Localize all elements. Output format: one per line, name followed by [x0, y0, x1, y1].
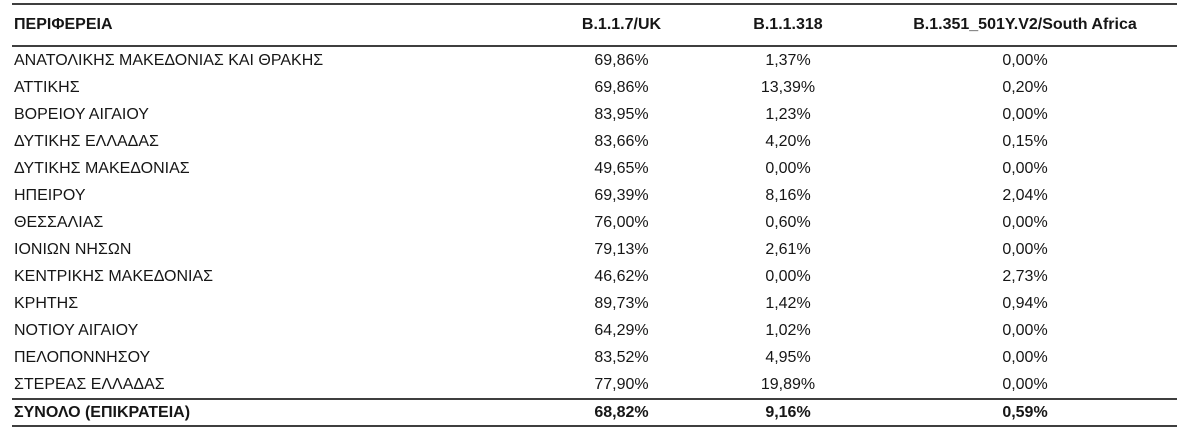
- value-cell: 46,62%: [594, 267, 649, 285]
- value-cell: 0,00%: [1002, 240, 1048, 258]
- value-cell: 77,90%: [594, 375, 649, 393]
- table-row: ΣΤΕΡΕΑΣ ΕΛΛΑΔΑΣ 77,90% 19,89% 0,00%: [12, 371, 1177, 399]
- region-cell: ΒΟΡΕΙΟΥ ΑΙΓΑΙΟΥ: [14, 105, 149, 123]
- table-row: ΠΕΛΟΠΟΝΝΗΣΟΥ 83,52% 4,95% 0,00%: [12, 344, 1177, 371]
- table-row: ΝΟΤΙΟΥ ΑΙΓΑΙΟΥ 64,29% 1,02% 0,00%: [12, 317, 1177, 344]
- table-row: ΙΟΝΙΩΝ ΝΗΣΩΝ 79,13% 2,61% 0,00%: [12, 236, 1177, 263]
- total-value-b1351-south-africa: 0,59%: [873, 398, 1177, 427]
- table-row: ΚΕΝΤΡΙΚΗΣ ΜΑΚΕΔΟΝΙΑΣ 46,62% 0,00% 2,73%: [12, 263, 1177, 290]
- value-cell: 0,00%: [1002, 321, 1048, 339]
- variants-by-region-table: ΠΕΡΙΦΕΡΕΙΑ B.1.1.7/UK B.1.1.318 B.1.351_…: [12, 3, 1177, 427]
- region-cell: ΚΡΗΤΗΣ: [14, 294, 79, 312]
- value-cell: 4,20%: [765, 132, 811, 150]
- value-cell: 19,89%: [760, 375, 816, 393]
- value-cell: 2,73%: [1002, 267, 1048, 285]
- region-cell: ΣΤΕΡΕΑΣ ΕΛΛΑΔΑΣ: [14, 375, 165, 393]
- header-region: ΠΕΡΙΦΕΡΕΙΑ: [12, 3, 540, 47]
- value-cell: 1,02%: [765, 321, 811, 339]
- region-cell: ΔΥΤΙΚΗΣ ΕΛΛΑΔΑΣ: [14, 132, 159, 150]
- table-row: ΘΕΣΣΑΛΙΑΣ 76,00% 0,60% 0,00%: [12, 209, 1177, 236]
- value-cell: 13,39%: [760, 78, 816, 96]
- variant-table-page: ΠΕΡΙΦΕΡΕΙΑ B.1.1.7/UK B.1.1.318 B.1.351_…: [0, 3, 1197, 445]
- region-cell: ΙΟΝΙΩΝ ΝΗΣΩΝ: [14, 240, 132, 258]
- value-cell: 79,13%: [594, 240, 649, 258]
- value-cell: 83,95%: [594, 105, 649, 123]
- value-cell: 69,86%: [594, 78, 649, 96]
- value-cell: 0,00%: [1002, 213, 1048, 231]
- value-cell: 2,04%: [1002, 186, 1048, 204]
- table-row: ΑΤΤΙΚΗΣ 69,86% 13,39% 0,20%: [12, 74, 1177, 101]
- value-cell: 0,60%: [765, 213, 811, 231]
- total-label: ΣΥΝΟΛΟ (ΕΠΙΚΡΑΤΕΙΑ): [12, 398, 540, 427]
- table-footer: ΣΥΝΟΛΟ (ΕΠΙΚΡΑΤΕΙΑ) 68,82% 9,16% 0,59%: [12, 398, 1177, 427]
- value-cell: 0,00%: [1002, 105, 1048, 123]
- total-value-b11318: 9,16%: [703, 398, 873, 427]
- region-cell: ΔΥΤΙΚΗΣ ΜΑΚΕΔΟΝΙΑΣ: [14, 159, 190, 177]
- table-row: ΒΟΡΕΙΟΥ ΑΙΓΑΙΟΥ 83,95% 1,23% 0,00%: [12, 101, 1177, 128]
- value-cell: 0,15%: [1002, 132, 1048, 150]
- table-row: ΚΡΗΤΗΣ 89,73% 1,42% 0,94%: [12, 290, 1177, 317]
- region-cell: ΝΟΤΙΟΥ ΑΙΓΑΙΟΥ: [14, 321, 139, 339]
- value-cell: 8,16%: [765, 186, 811, 204]
- region-cell: ΠΕΛΟΠΟΝΝΗΣΟΥ: [14, 348, 151, 366]
- value-cell: 0,00%: [765, 267, 811, 285]
- value-cell: 49,65%: [594, 159, 649, 177]
- value-cell: 83,52%: [594, 348, 649, 366]
- region-cell: ΑΤΤΙΚΗΣ: [14, 78, 80, 96]
- region-cell: ΗΠΕΙΡΟΥ: [14, 186, 86, 204]
- value-cell: 0,00%: [1002, 375, 1048, 393]
- header-variant-b11318: B.1.1.318: [703, 3, 873, 47]
- value-cell: 2,61%: [765, 240, 811, 258]
- value-cell: 69,39%: [594, 186, 649, 204]
- value-cell: 0,94%: [1002, 294, 1048, 312]
- region-cell: ΚΕΝΤΡΙΚΗΣ ΜΑΚΕΔΟΝΙΑΣ: [14, 267, 214, 285]
- value-cell: 0,00%: [765, 159, 811, 177]
- value-cell: 1,37%: [765, 51, 811, 69]
- header-row: ΠΕΡΙΦΕΡΕΙΑ B.1.1.7/UK B.1.1.318 B.1.351_…: [12, 3, 1177, 47]
- value-cell: 4,95%: [765, 348, 811, 366]
- table-row: ΑΝΑΤΟΛΙΚΗΣ ΜΑΚΕΔΟΝΙΑΣ ΚΑΙ ΘΡΑΚΗΣ 69,86% 1,…: [12, 46, 1177, 74]
- table-row: ΔΥΤΙΚΗΣ ΜΑΚΕΔΟΝΙΑΣ 49,65% 0,00% 0,00%: [12, 155, 1177, 182]
- value-cell: 83,66%: [594, 132, 649, 150]
- total-value-b117-uk: 68,82%: [540, 398, 703, 427]
- table-row: ΗΠΕΙΡΟΥ 69,39% 8,16% 2,04%: [12, 182, 1177, 209]
- value-cell: 89,73%: [594, 294, 649, 312]
- region-cell: ΑΝΑΤΟΛΙΚΗΣ ΜΑΚΕΔΟΝΙΑΣ ΚΑΙ ΘΡΑΚΗΣ: [14, 51, 324, 69]
- value-cell: 69,86%: [594, 51, 649, 69]
- header-variant-b1351-south-africa: B.1.351_501Y.V2/South Africa: [873, 3, 1177, 47]
- table-body: ΑΝΑΤΟΛΙΚΗΣ ΜΑΚΕΔΟΝΙΑΣ ΚΑΙ ΘΡΑΚΗΣ 69,86% 1,…: [12, 46, 1177, 399]
- table-header: ΠΕΡΙΦΕΡΕΙΑ B.1.1.7/UK B.1.1.318 B.1.351_…: [12, 3, 1177, 47]
- value-cell: 0,00%: [1002, 348, 1048, 366]
- table-row: ΔΥΤΙΚΗΣ ΕΛΛΑΔΑΣ 83,66% 4,20% 0,15%: [12, 128, 1177, 155]
- value-cell: 76,00%: [594, 213, 649, 231]
- value-cell: 0,00%: [1002, 159, 1048, 177]
- value-cell: 0,20%: [1002, 78, 1048, 96]
- header-variant-b117-uk: B.1.1.7/UK: [540, 3, 703, 47]
- region-cell: ΘΕΣΣΑΛΙΑΣ: [14, 213, 104, 231]
- value-cell: 1,42%: [765, 294, 811, 312]
- value-cell: 1,23%: [765, 105, 811, 123]
- value-cell: 0,00%: [1002, 51, 1048, 69]
- total-row: ΣΥΝΟΛΟ (ΕΠΙΚΡΑΤΕΙΑ) 68,82% 9,16% 0,59%: [12, 398, 1177, 427]
- value-cell: 64,29%: [594, 321, 649, 339]
